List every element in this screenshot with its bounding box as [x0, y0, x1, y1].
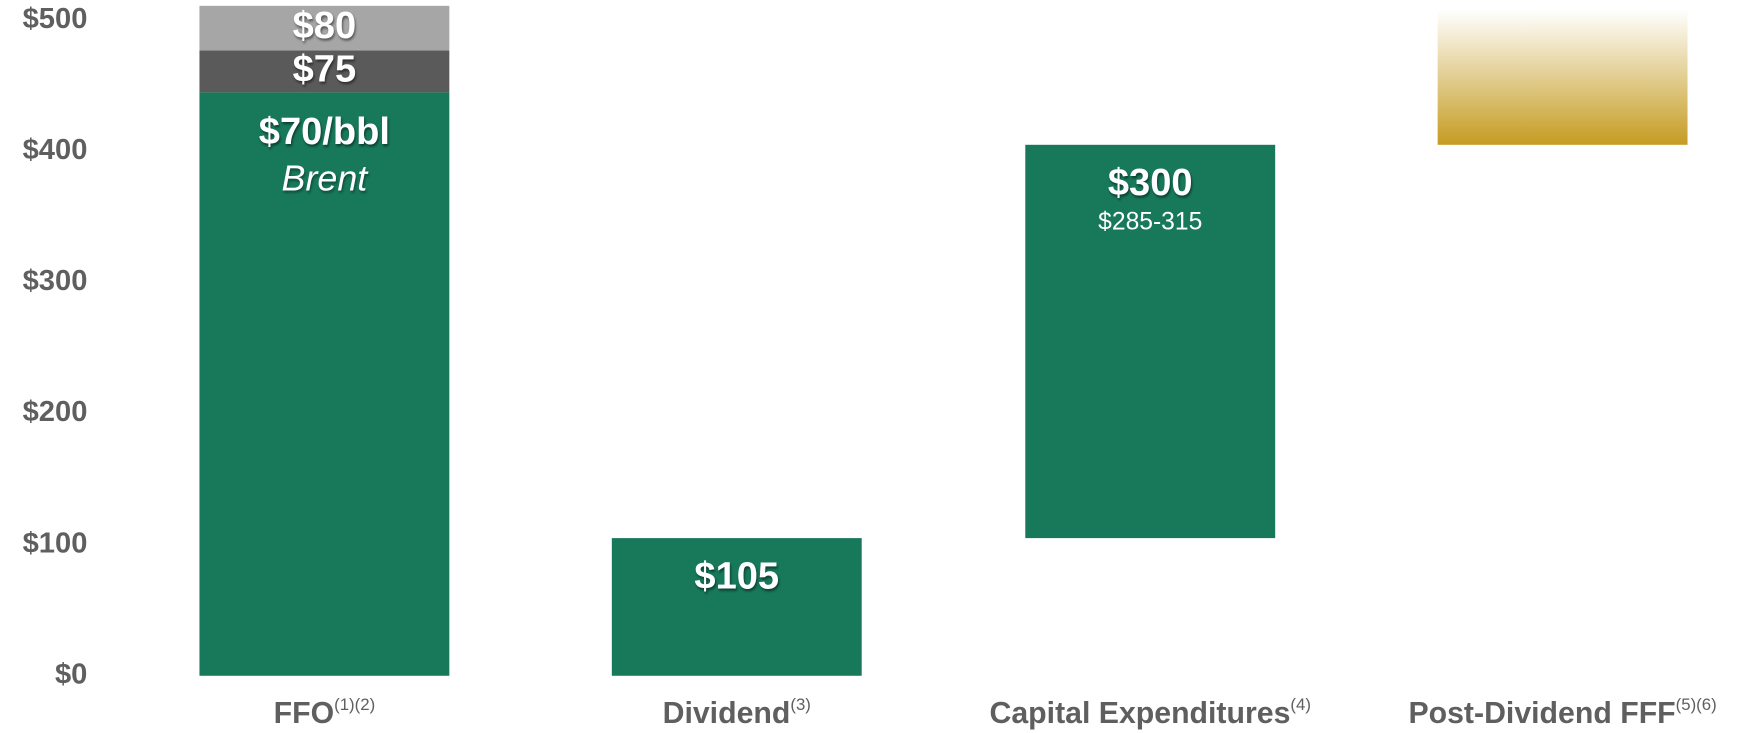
range-label: $285-315	[1098, 209, 1202, 236]
bar	[1025, 144, 1276, 539]
segment-label: $75	[293, 48, 357, 90]
y-tick-label: $200	[23, 396, 88, 428]
segment-label: $80	[293, 5, 357, 47]
x-tick-label: FFO(1)(2)	[274, 695, 376, 730]
bar-segment	[199, 5, 450, 51]
category: Capital Expenditures	[990, 697, 1291, 730]
bar-segment	[199, 50, 450, 93]
bar	[611, 538, 862, 676]
category: Post-Dividend FFF	[1408, 697, 1675, 730]
x-tick-label: Capital Expenditures(4)	[990, 695, 1311, 730]
bar-segment	[199, 92, 450, 676]
y-tick-label: $300	[23, 265, 88, 297]
y-tick-label: $400	[23, 134, 88, 166]
value-label: $105	[694, 556, 779, 598]
value-label: $300	[1108, 162, 1193, 204]
footnote: (3)	[790, 695, 811, 714]
category: Dividend	[663, 697, 791, 730]
y-tick-label: $0	[55, 658, 87, 690]
y-tick-label: $100	[23, 527, 88, 559]
y-tick-label: $500	[23, 3, 88, 35]
footnote: (1)(2)	[334, 695, 375, 714]
bar	[1437, 9, 1688, 145]
segment-sublabel: Brent	[282, 158, 370, 198]
footnote: (5)(6)	[1676, 695, 1717, 714]
footnote: (4)	[1290, 695, 1311, 714]
category: FFO	[274, 697, 334, 730]
x-tick-label: Dividend(3)	[663, 695, 811, 730]
x-tick-label: Post-Dividend FFF(5)(6)	[1408, 695, 1716, 730]
segment-label: $70/bbl	[259, 111, 390, 153]
